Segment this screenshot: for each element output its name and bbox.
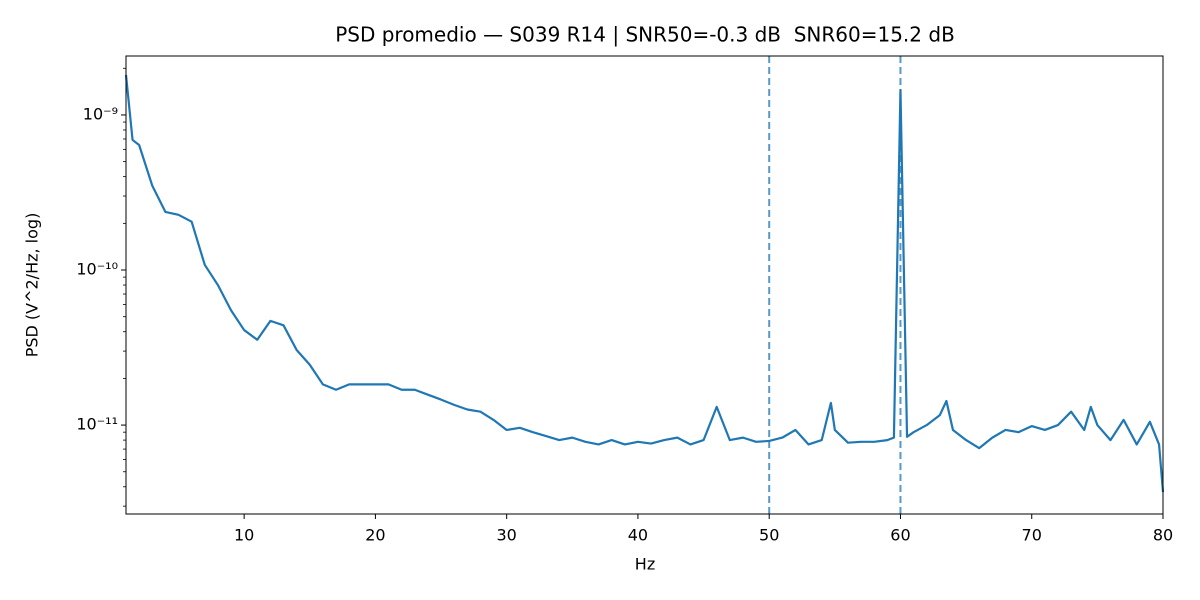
x-tick-label: 80: [1153, 526, 1173, 545]
x-tick-label: 20: [365, 526, 385, 545]
y-axis-label: PSD (V^2/Hz, log): [23, 213, 42, 358]
y-tick-label: 10⁻¹¹: [76, 415, 118, 434]
psd-line: [124, 74, 1165, 493]
x-tick-label: 50: [759, 526, 779, 545]
x-tick-label: 60: [890, 526, 910, 545]
x-tick-label: 70: [1022, 526, 1042, 545]
chart-title: PSD promedio — S039 R14 | SNR50=-0.3 dB …: [335, 23, 955, 47]
x-tick-label: 10: [234, 526, 254, 545]
x-axis-label: Hz: [635, 555, 655, 574]
plot-frame: [125, 55, 1164, 515]
x-tick-label: 40: [628, 526, 648, 545]
y-tick-label: 10⁻¹⁰: [76, 260, 118, 279]
x-tick-label: 30: [496, 526, 516, 545]
y-tick-label: 10⁻⁹: [83, 104, 118, 123]
